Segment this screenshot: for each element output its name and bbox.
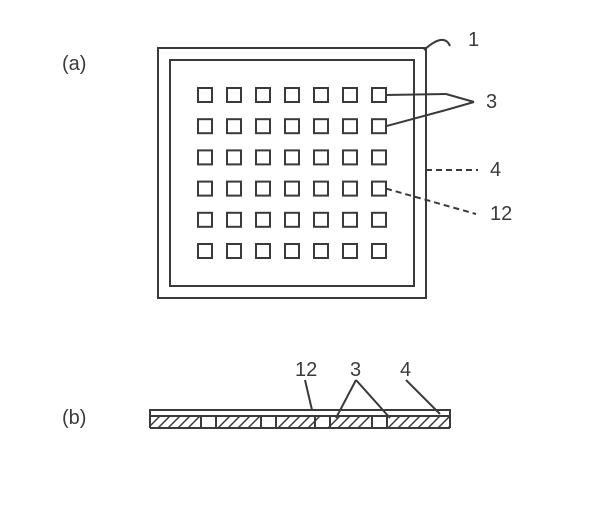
hatch-line (158, 416, 170, 428)
hatch-line (150, 416, 160, 426)
grid-cell (343, 119, 357, 133)
grid-cell (198, 119, 212, 133)
grid-cell (372, 244, 386, 258)
grid-cell (256, 244, 270, 258)
grid-cell (256, 88, 270, 102)
hatch-line (438, 416, 450, 428)
outer-rect (158, 48, 426, 298)
leader-b-3a (336, 380, 356, 418)
grid-cell (227, 119, 241, 133)
grid-cell (198, 213, 212, 227)
grid-cell (285, 119, 299, 133)
grid-cell (314, 150, 328, 164)
grid-cell (314, 119, 328, 133)
grid-cell (227, 150, 241, 164)
grid-cell (227, 213, 241, 227)
grid-cell (285, 88, 299, 102)
grid-cell (285, 150, 299, 164)
grid-cell (372, 182, 386, 196)
hatch-line (248, 416, 260, 428)
leader-3a (386, 94, 446, 95)
hatch-line (178, 416, 190, 428)
grid-cell (372, 150, 386, 164)
grid-cell (285, 213, 299, 227)
label-12: 12 (490, 203, 512, 225)
grid-cell (285, 182, 299, 196)
hatch-line (238, 416, 250, 428)
leader-12 (386, 189, 476, 214)
hatch-line (188, 416, 200, 428)
leader-3c (446, 94, 474, 102)
grid-cell (256, 182, 270, 196)
grid-cell (343, 213, 357, 227)
label-b-3: 3 (350, 359, 361, 381)
hatch-line (348, 416, 360, 428)
inner-rect (170, 60, 414, 286)
panel-label-a: (a) (62, 53, 86, 75)
hatch-line (418, 416, 430, 428)
hatch-line (168, 416, 180, 428)
label-4: 4 (490, 159, 501, 181)
grid-cell (343, 182, 357, 196)
label-1: 1 (468, 29, 479, 51)
hatch-line (338, 416, 350, 428)
grid-cell (343, 244, 357, 258)
grid-cell (372, 119, 386, 133)
grid-cell (198, 88, 212, 102)
leader-1 (424, 40, 450, 50)
hatch-line (288, 416, 300, 428)
grid-cell (372, 213, 386, 227)
hatch-line (278, 416, 290, 428)
label-b-12: 12 (295, 359, 317, 381)
leader-b-3b (356, 380, 390, 418)
grid-cell (372, 88, 386, 102)
grid-cell (198, 244, 212, 258)
grid-cell (314, 88, 328, 102)
grid-cell (314, 244, 328, 258)
leader-b-12 (305, 380, 312, 410)
grid-cell (343, 150, 357, 164)
leader-b-4 (406, 380, 440, 414)
hatch-line (428, 416, 440, 428)
hatch-line (358, 416, 370, 428)
hatch-line (218, 416, 230, 428)
grid-cell (314, 182, 328, 196)
hatch-line (228, 416, 240, 428)
diagram-canvas: (a) 1 3 4 12 (b) 12 3 4 (0, 0, 614, 512)
leader-3d (446, 102, 474, 110)
grid-cell (343, 88, 357, 102)
grid-cell (198, 182, 212, 196)
grid-cell (227, 182, 241, 196)
label-b-4: 4 (400, 359, 411, 381)
grid-cell (314, 213, 328, 227)
panel-label-b: (b) (62, 407, 86, 429)
grid-cell (256, 150, 270, 164)
grid-cell (256, 213, 270, 227)
grid-cell (285, 244, 299, 258)
grid-cell (227, 244, 241, 258)
hatch-line (408, 416, 420, 428)
grid-cell (198, 150, 212, 164)
leader-3b (386, 110, 446, 126)
grid-cell (227, 88, 241, 102)
hatch-line (298, 416, 310, 428)
grid-cell (256, 119, 270, 133)
label-3: 3 (486, 91, 497, 113)
hatch-line (398, 416, 410, 428)
